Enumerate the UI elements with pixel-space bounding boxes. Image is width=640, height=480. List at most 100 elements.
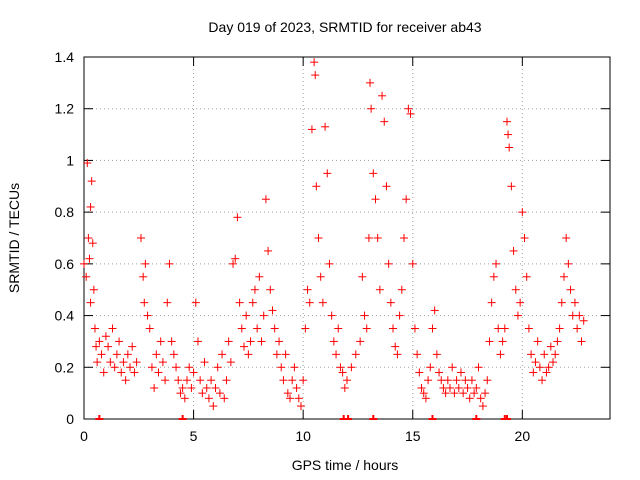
- data-point: [472, 383, 481, 392]
- data-point: [218, 350, 227, 359]
- data-point: [200, 358, 209, 367]
- data-point: [367, 104, 376, 113]
- data-point: [557, 298, 566, 307]
- data-point: [82, 272, 91, 281]
- data-point: [233, 213, 242, 222]
- data-point: [566, 285, 575, 294]
- data-point: [435, 368, 444, 377]
- data-point: [237, 324, 246, 333]
- data-point: [421, 394, 430, 403]
- data-point: [288, 376, 297, 385]
- y-tick-label: 1.2: [55, 101, 75, 117]
- data-point: [513, 311, 522, 320]
- data-point: [193, 337, 202, 346]
- data-point: [504, 130, 513, 139]
- data-point: [207, 376, 216, 385]
- data-point: [559, 272, 568, 281]
- data-point: [417, 383, 426, 392]
- data-point: [264, 246, 273, 255]
- data-point: [185, 363, 194, 372]
- data-point: [362, 324, 371, 333]
- data-point: [229, 259, 238, 268]
- data-point: [121, 376, 130, 385]
- data-point: [397, 285, 406, 294]
- data-point: [99, 368, 108, 377]
- data-point: [130, 368, 139, 377]
- data-point: [204, 394, 213, 403]
- data-point: [544, 363, 553, 372]
- data-point: [239, 342, 248, 351]
- data-point: [542, 368, 551, 377]
- data-point: [343, 376, 351, 385]
- data-point: [450, 389, 459, 398]
- data-point: [259, 311, 268, 320]
- data-point: [187, 383, 196, 392]
- data-point: [97, 350, 106, 359]
- data-point: [518, 208, 527, 217]
- data-point: [334, 324, 343, 333]
- data-point: [270, 324, 279, 333]
- data-point: [147, 363, 156, 372]
- data-point: [141, 259, 150, 268]
- data-point: [93, 358, 102, 367]
- data-point: [502, 117, 511, 126]
- data-point: [296, 402, 305, 411]
- data-point: [406, 109, 415, 118]
- data-point: [299, 376, 308, 385]
- data-point: [511, 285, 520, 294]
- data-point: [213, 363, 222, 372]
- data-point: [325, 259, 334, 268]
- data-point: [115, 337, 124, 346]
- data-point: [467, 376, 476, 385]
- data-point: [244, 350, 253, 359]
- data-point: [143, 311, 152, 320]
- data-point: [389, 324, 398, 333]
- data-point: [522, 272, 531, 281]
- zero-value-point: [369, 415, 378, 420]
- data-point: [198, 389, 207, 398]
- data-point: [500, 324, 509, 333]
- data-point: [283, 389, 292, 398]
- y-tick-label: 0.8: [55, 204, 75, 220]
- data-point: [538, 376, 547, 385]
- data-point: [248, 298, 257, 307]
- data-point: [535, 363, 544, 372]
- data-point: [430, 306, 439, 315]
- data-point: [95, 337, 104, 346]
- data-point: [294, 394, 303, 403]
- data-point: [446, 383, 455, 392]
- data-point: [117, 368, 126, 377]
- data-point: [161, 376, 170, 385]
- data-point: [286, 394, 295, 403]
- data-point: [150, 383, 159, 392]
- zero-value-point: [95, 415, 104, 420]
- y-tick-label: 0.2: [55, 359, 75, 375]
- data-point: [399, 234, 408, 242]
- data-point: [395, 311, 404, 320]
- data-point: [483, 376, 492, 385]
- data-point: [441, 389, 450, 398]
- data-point: [573, 324, 582, 333]
- data-point: [323, 169, 332, 178]
- data-point: [106, 358, 115, 367]
- data-point: [145, 324, 154, 333]
- data-point: [413, 350, 422, 359]
- data-point: [277, 363, 286, 372]
- y-axis-label: SRMTID / TECUs: [6, 183, 22, 293]
- data-point: [347, 363, 356, 372]
- data-point: [456, 368, 465, 377]
- x-tick-label: 10: [295, 428, 311, 444]
- data-point: [268, 306, 277, 315]
- data-point: [136, 234, 145, 242]
- data-point: [448, 363, 457, 372]
- data-point: [266, 285, 275, 294]
- data-point: [196, 376, 205, 385]
- data-point: [371, 195, 380, 204]
- data-point: [364, 234, 373, 242]
- data-point: [312, 182, 321, 191]
- data-point: [119, 358, 128, 367]
- data-point: [454, 383, 463, 392]
- data-point: [474, 363, 483, 372]
